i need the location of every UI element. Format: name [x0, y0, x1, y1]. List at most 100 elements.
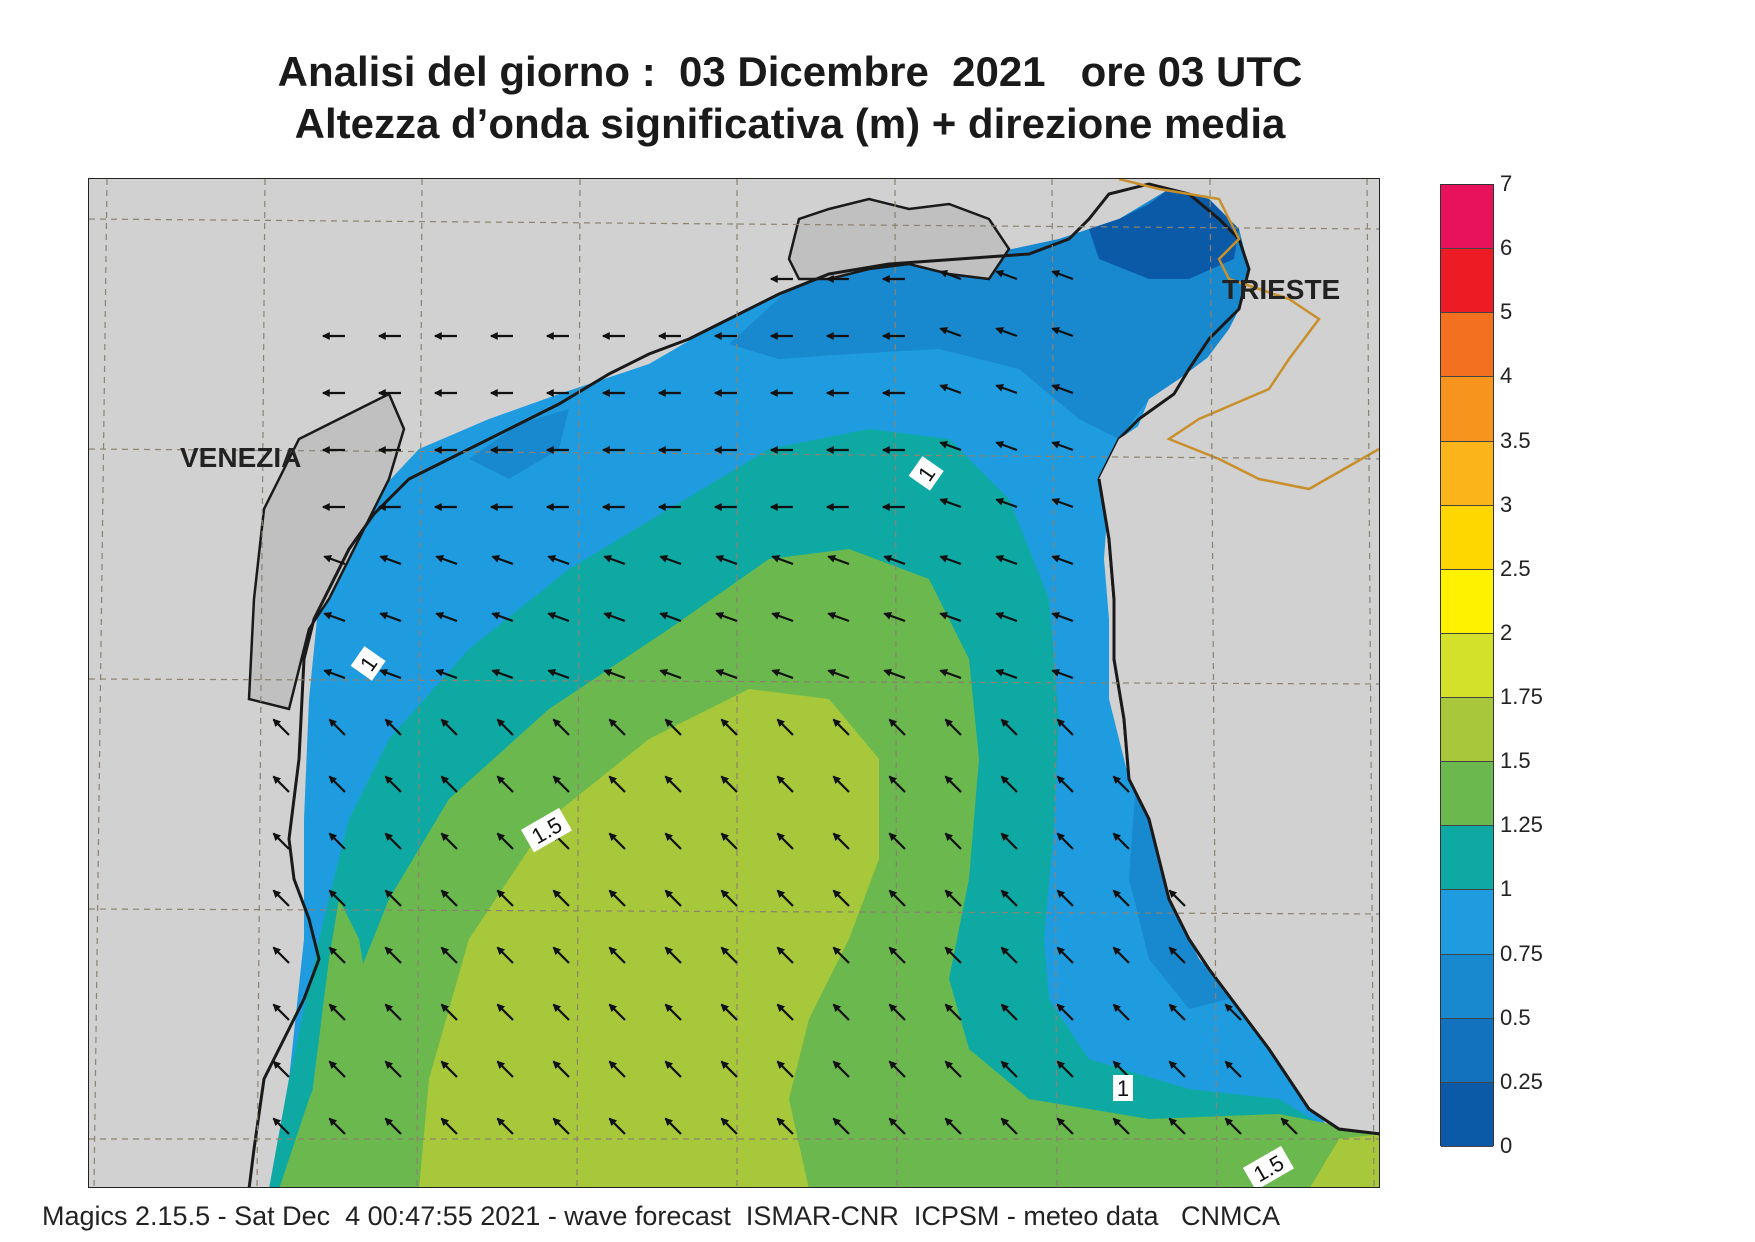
direction-arrowhead [496, 718, 506, 728]
direction-arrowhead [888, 775, 898, 785]
direction-arrowhead [720, 889, 730, 899]
direction-arrowhead [944, 946, 954, 956]
direction-arrowhead [1224, 1003, 1234, 1013]
direction-arrowhead [435, 612, 445, 620]
direction-arrowhead [377, 332, 386, 340]
direction-arrowhead [1112, 1117, 1122, 1127]
direction-arrowhead [496, 1003, 506, 1013]
direction-arrowhead [608, 832, 618, 842]
direction-arrowhead [328, 946, 338, 956]
direction-arrowhead [1000, 1003, 1010, 1013]
colorbar-tick-label: 1.5 [1500, 748, 1531, 774]
direction-arrowhead [883, 555, 893, 563]
graticule [89, 179, 1379, 1187]
direction-arrowhead [435, 555, 445, 563]
direction-arrowhead [939, 612, 949, 620]
direction-arrowhead [944, 718, 954, 728]
direction-arrowhead [720, 718, 730, 728]
direction-arrowhead [827, 555, 837, 563]
direction-arrowhead [384, 718, 394, 728]
direction-arrowhead [720, 1003, 730, 1013]
contour-label-1a: 1 [908, 456, 944, 491]
colorbar-segment [1441, 826, 1493, 891]
direction-arrowhead [489, 446, 498, 454]
direction-arrowhead [440, 775, 450, 785]
direction-arrowhead [328, 889, 338, 899]
direction-arrowhead [552, 1003, 562, 1013]
national-border [1118, 179, 1379, 491]
direction-arrowhead [377, 389, 386, 397]
direction-arrowhead [720, 832, 730, 842]
direction-arrowhead [888, 832, 898, 842]
direction-arrowhead [440, 946, 450, 956]
direction-arrowhead [776, 1060, 786, 1070]
direction-arrowhead [1051, 441, 1061, 449]
colorbar-segment [1441, 505, 1493, 570]
direction-arrowhead [545, 332, 554, 340]
direction-arrowhead [776, 718, 786, 728]
direction-arrowhead [664, 1060, 674, 1070]
direction-arrowhead [496, 1117, 506, 1127]
sea-band-1.5-1.75 [419, 689, 879, 1187]
direction-arrowhead [491, 612, 501, 620]
direction-arrowhead [379, 555, 389, 563]
direction-arrowhead [384, 832, 394, 842]
direction-arrowhead [659, 555, 669, 563]
direction-arrowhead [883, 612, 893, 620]
direction-arrowhead [995, 612, 1005, 620]
direction-arrowhead [769, 389, 778, 397]
direction-arrowhead [601, 389, 610, 397]
direction-arrowhead [321, 332, 330, 340]
colorbar [1440, 184, 1494, 1147]
direction-arrowhead [433, 389, 442, 397]
wave-height-map: 1 1 1 1.5 1.5 [88, 178, 1380, 1188]
direction-arrowhead [664, 889, 674, 899]
direction-arrowhead [825, 389, 834, 397]
direction-arrowhead [995, 555, 1005, 563]
direction-arrowhead [384, 889, 394, 899]
direction-arrowhead [657, 503, 666, 511]
direction-arrowhead [440, 718, 450, 728]
direction-arrowhead [939, 441, 949, 449]
direction-arrowhead [1168, 1117, 1178, 1127]
direction-arrowhead [771, 669, 781, 677]
sea-band-0-0.25 [1089, 189, 1239, 279]
direction-arrowhead [440, 1003, 450, 1013]
direction-arrowhead [1051, 612, 1061, 620]
direction-arrowhead [664, 832, 674, 842]
direction-arrowhead [433, 446, 442, 454]
direction-arrowhead [1056, 718, 1066, 728]
direction-arrowhead [1168, 946, 1178, 956]
direction-arrowhead [776, 775, 786, 785]
direction-arrowhead [1056, 1003, 1066, 1013]
direction-arrowhead [881, 503, 890, 511]
direction-arrowhead [608, 775, 618, 785]
direction-arrowhead [888, 946, 898, 956]
direction-arrowhead [995, 669, 1005, 677]
direction-arrowhead [601, 446, 610, 454]
direction-arrowhead [888, 889, 898, 899]
direction-arrowhead [995, 270, 1005, 278]
direction-arrowhead [827, 669, 837, 677]
direction-arrowhead [832, 832, 842, 842]
direction-arrowhead [1056, 889, 1066, 899]
direction-arrowhead [433, 503, 442, 511]
direction-arrowhead [832, 889, 842, 899]
direction-arrowhead [489, 332, 498, 340]
direction-arrowhead [328, 1003, 338, 1013]
direction-arrowhead [545, 503, 554, 511]
colorbar-tick-label: 4 [1500, 363, 1513, 389]
direction-arrowhead [1056, 1117, 1066, 1127]
direction-arrowhead [995, 384, 1005, 392]
direction-arrowhead [939, 327, 949, 335]
direction-arrowhead [1000, 946, 1010, 956]
direction-arrowhead [440, 1117, 450, 1127]
direction-arrowhead [323, 669, 333, 677]
direction-arrowhead [715, 555, 725, 563]
direction-arrowhead [664, 775, 674, 785]
direction-arrowhead [827, 612, 837, 620]
direction-arrowhead [1112, 775, 1122, 785]
colorbar-segment [1441, 698, 1493, 763]
direction-arrowhead [825, 275, 834, 283]
direction-arrowhead [440, 1060, 450, 1070]
